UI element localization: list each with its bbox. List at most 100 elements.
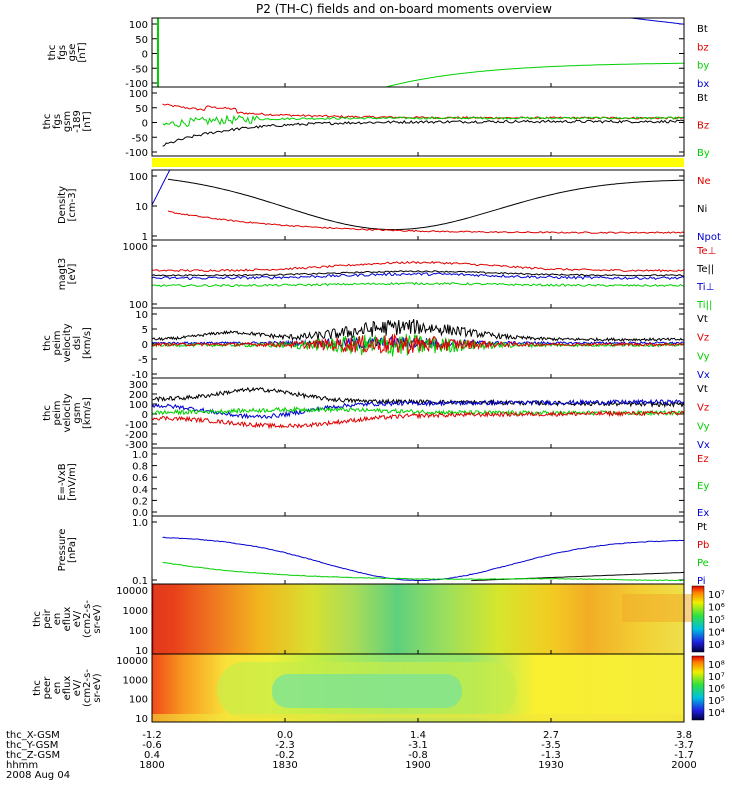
- legend-ne: Ne: [697, 176, 711, 187]
- legend-vz: Vz: [697, 333, 709, 344]
- y-tick-label: 1: [142, 232, 148, 243]
- colorbar-label: 10⁷: [708, 590, 725, 601]
- legend-vx: Vx: [697, 440, 710, 451]
- vy-gsm-line: [151, 406, 685, 417]
- figure-title: P2 (TH-C) fields and on-board moments ov…: [256, 2, 552, 16]
- y-tick-label: 0: [142, 410, 148, 421]
- y-axis-label: thc: [32, 611, 43, 627]
- y-axis-label: en: [52, 682, 63, 695]
- y-axis-label: Density: [57, 186, 68, 224]
- legend-ti: Ti||: [696, 300, 712, 311]
- x-tick-label: 2000: [671, 760, 696, 771]
- legend-npot: Npot: [697, 232, 721, 243]
- colorbar-label: 10⁷: [708, 672, 725, 683]
- y-tick-label: 1.0: [132, 450, 148, 461]
- legend-ex: Ex: [697, 508, 709, 519]
- bt2-line: [162, 119, 685, 147]
- y-axis-label: [nT]: [77, 42, 88, 62]
- y-tick-label: 0.2: [132, 496, 148, 507]
- y-tick-label: -5: [138, 355, 148, 366]
- panel-pressure: Pressure [nPa] 1.0 0.1 Pt Pb Pe Pi: [57, 518, 709, 587]
- quality-bar: [152, 158, 684, 167]
- legend-ni: Ni: [697, 204, 707, 215]
- y-axis-label: thc: [47, 45, 58, 61]
- legend-by: By: [697, 148, 710, 159]
- y-tick-label: -100: [125, 148, 148, 159]
- ti-par-line: [151, 281, 685, 288]
- x-axis-row-label: thc_X-GSM: [6, 730, 60, 741]
- ni-line: [167, 178, 685, 231]
- y-tick-label: 1.0: [132, 518, 148, 529]
- y-axis-label: gse: [67, 44, 78, 62]
- x-tick-label: 1.4: [410, 730, 426, 741]
- x-tick-label: -1.3: [541, 750, 561, 761]
- panel-vel_dsl: thc peim velocity dsl [km/s] 10 5 0 -5 -10 Vt Vz Vy V…: [42, 310, 710, 381]
- x-tick-label: -2.3: [275, 740, 295, 751]
- y-axis-label: eV/: [72, 679, 83, 696]
- legend-pe: Pe: [697, 558, 709, 569]
- y-axis-label: [eV]: [67, 264, 78, 285]
- x-axis-row-label: hhmm: [6, 760, 38, 771]
- x-tick-label: -1.7: [674, 750, 694, 761]
- legend-pb: Pb: [697, 540, 709, 551]
- y-tick-label: 0.8: [132, 462, 148, 473]
- y-axis-label: thc: [42, 114, 53, 130]
- legend-by: by: [697, 61, 709, 72]
- y-axis-label: gsm: [72, 402, 83, 423]
- colorbar: [691, 585, 705, 653]
- y-axis-label: eflux: [62, 607, 73, 632]
- y-tick-label: -300: [125, 440, 148, 451]
- y-axis-label: en: [52, 613, 63, 626]
- colorbar-label: 10⁶: [708, 603, 725, 614]
- y-axis-label: thc: [32, 680, 43, 696]
- y-tick-label: -10: [132, 370, 148, 381]
- x-tick-label: 0.0: [277, 730, 293, 741]
- panel-frame: [151, 447, 685, 517]
- x-tick-label: -3.1: [408, 740, 428, 751]
- panel-ion_spec: thc peir en eflux eV/(cm2-s-sr-eV) 10000 1000 1…: [32, 586, 684, 657]
- y-tick-label: -50: [132, 133, 148, 144]
- y-axis-label: peir: [42, 608, 53, 628]
- y-tick-label: 10: [135, 714, 148, 725]
- y-tick-label: 100: [129, 89, 148, 100]
- legend-ey: Ey: [697, 481, 709, 492]
- y-axis-label: (cm2-s-: [82, 669, 93, 707]
- y-tick-label: 300: [129, 380, 148, 391]
- legend-bt: Bt: [697, 24, 708, 35]
- legend-vt: Vt: [697, 314, 708, 325]
- y-tick-label: 10: [135, 646, 148, 657]
- y-axis-label: peim: [52, 330, 63, 355]
- vx-gsm-line: [151, 398, 685, 420]
- y-tick-label: 100: [129, 300, 148, 311]
- legend-pi: Pi: [697, 576, 706, 587]
- y-axis-label: Pressure: [57, 529, 68, 572]
- ion-spectrogram: [152, 584, 684, 654]
- legend-vz: Vz: [697, 403, 709, 414]
- panel-frame: [151, 169, 685, 241]
- x-tick-label: 1800: [139, 760, 164, 771]
- bt-line: [609, 17, 685, 25]
- y-tick-label: 5: [142, 325, 148, 336]
- y-axis-label: E=-VxB: [57, 463, 68, 500]
- colorbar-label: 10⁵: [708, 696, 725, 707]
- panel-frame: [151, 239, 685, 309]
- te-par-line: [151, 270, 685, 277]
- vz-gsm-line: [151, 410, 685, 430]
- x-axis-row-label: 2008 Aug 04: [6, 770, 70, 781]
- y-tick-label: 1000: [123, 606, 148, 617]
- panel-temp: magt3 [eV] 1000 100 Te⊥ Te|| Ti⊥ Ti||: [57, 242, 716, 311]
- x-tick-label: 1830: [272, 760, 297, 771]
- legend-vy: Vy: [697, 421, 710, 432]
- y-tick-label: 10: [135, 310, 148, 321]
- colorbar-label: 10⁴: [708, 708, 725, 719]
- colorbar-label: 10⁴: [708, 628, 725, 639]
- colorbar-label: 10³: [708, 640, 725, 651]
- te-perp-line: [151, 260, 685, 273]
- vz-dsl-line: [151, 333, 685, 355]
- electron-core-region: [272, 674, 462, 708]
- y-axis-label: -189: [72, 110, 83, 133]
- y-axis-label: peim: [52, 400, 63, 425]
- y-axis-label: dsl: [72, 336, 83, 350]
